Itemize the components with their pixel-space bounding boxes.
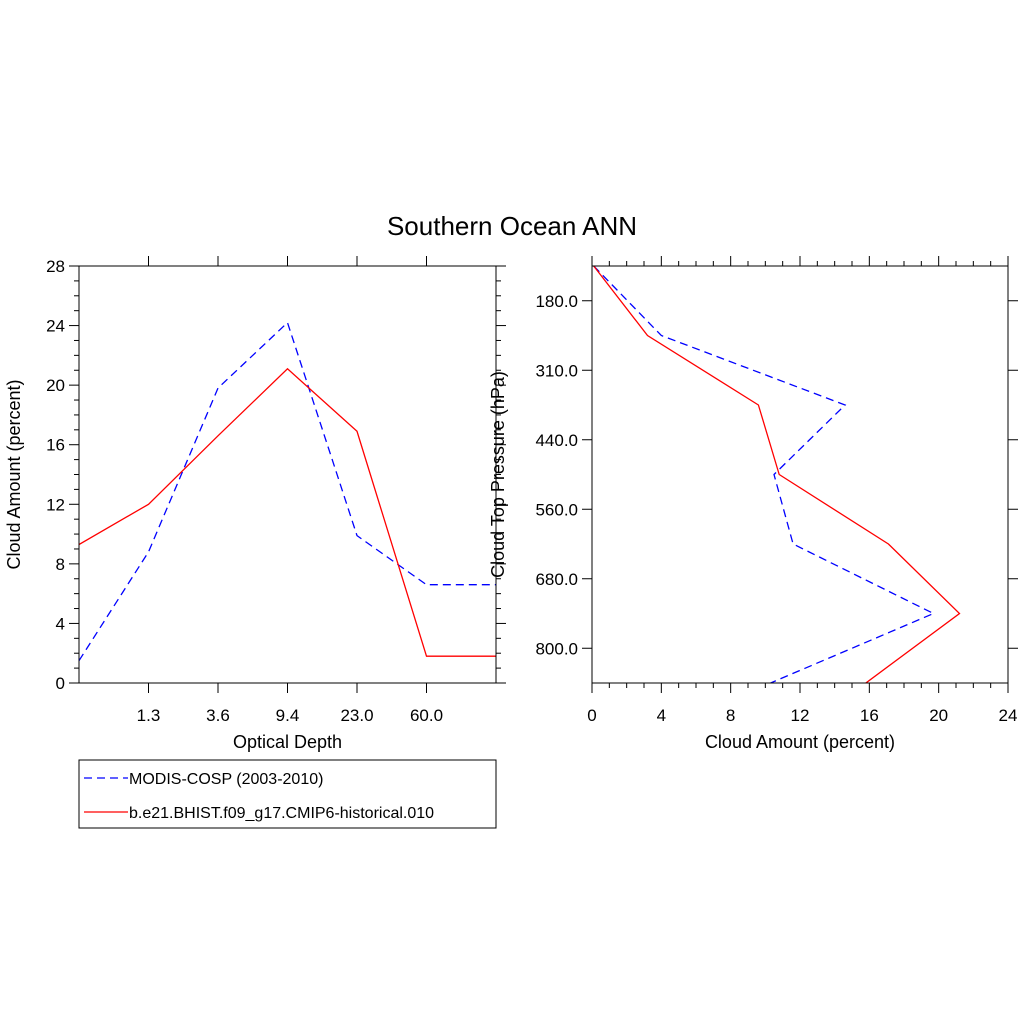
optical-depth-panel: 0 4 8 12 16 20 24 28 1.3 3.6 9.4 23.0 60.0 Optical De… [4,256,506,752]
x-tick-label: 8 [726,706,735,725]
x-tick-label: 16 [860,706,879,725]
series-line [593,266,936,683]
y-tick-label: 800.0 [535,639,578,658]
y-tick-label: 8 [56,555,65,574]
chart-title: Southern Ocean ANN [387,211,637,241]
plot-frame [78,265,497,684]
plot-frame [591,265,1009,684]
x-tick-label: 4 [657,706,666,725]
x-tick-label: 12 [791,706,810,725]
x-tick-label: 60.0 [410,706,443,725]
x-tick-label: 24 [999,706,1018,725]
legend-label-model: b.e21.BHIST.f09_g17.CMIP6-historical.010 [129,805,434,822]
legend-frame [78,759,497,829]
y-tick-label: 20 [46,376,65,395]
y-tick-label: 680.0 [535,570,578,589]
y-tick-label: 0 [56,674,65,693]
y-axis-label: Cloud Top Pressure (hPa) [488,371,508,578]
y-tick-label: 180.0 [535,292,578,311]
y-tick-label: 16 [46,436,65,455]
x-tick-label: 0 [587,706,596,725]
y-tick-label: 440.0 [535,431,578,450]
x-tick-label: 3.6 [206,706,230,725]
legend: MODIS-COSP (2003-2010) b.e21.BHIST.f09_g… [78,759,497,829]
y-tick-label: 310.0 [535,361,578,380]
series-line [593,266,961,683]
x-tick-label: 20 [929,706,948,725]
x-axis-label: Cloud Amount (percent) [705,732,895,752]
x-tick-label: 9.4 [276,706,300,725]
y-axis-label: Cloud Amount (percent) [4,379,24,569]
y-tick-label: 28 [46,257,65,276]
y-tick-label: 4 [56,614,65,633]
y-tick-label: 560.0 [535,500,578,519]
series-line [79,367,496,657]
pressure-profile-panel: 0 4 8 12 16 20 24 180.0 310.0 440.0 560.0 680.0 800.… [488,256,1018,752]
y-tick-label: 12 [46,495,65,514]
series-line [79,321,496,662]
legend-label-modis: MODIS-COSP (2003-2010) [129,771,323,788]
x-tick-label: 23.0 [340,706,373,725]
x-axis-label: Optical Depth [233,732,342,752]
y-tick-label: 24 [46,317,65,336]
x-tick-label: 1.3 [137,706,161,725]
